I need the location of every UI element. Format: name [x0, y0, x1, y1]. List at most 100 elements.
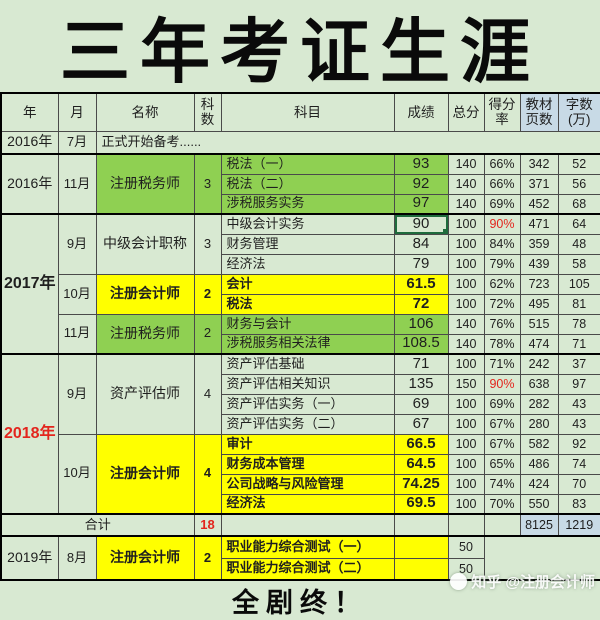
- pages-cell: 282: [519, 393, 559, 415]
- words-cell: 48: [557, 233, 600, 255]
- rate-cell: 90%: [483, 373, 521, 395]
- summary-words-cell: 1219: [557, 513, 600, 537]
- subject-cell: 中级会计实务: [220, 213, 395, 235]
- footer: 全剧终！ 知乎 @注册会计师: [0, 573, 600, 620]
- month-cell: 11月: [57, 153, 97, 215]
- subject-cell: 会计: [220, 273, 395, 295]
- total-cell: 100: [447, 413, 485, 435]
- total-cell: 100: [447, 273, 485, 295]
- pages-cell: 452: [519, 193, 559, 215]
- table-row: 资产评估实务（二） 67 100 67% 280 43: [1, 413, 600, 435]
- summary-count-cell: 18: [193, 513, 222, 537]
- cert-name-cell: 中级会计职称: [95, 213, 195, 275]
- year-cell: 2017年: [0, 213, 59, 355]
- words-cell: 92: [557, 433, 600, 455]
- score-cell: 79: [393, 253, 449, 275]
- score-cell: 69.5: [393, 493, 449, 515]
- pages-cell: 359: [519, 233, 559, 255]
- words-cell: 78: [557, 313, 600, 335]
- subject-cell: 财务管理: [220, 233, 395, 255]
- cert-name-cell: 注册会计师: [95, 433, 195, 515]
- month-cell: 10月: [57, 433, 97, 515]
- pages-cell: 723: [519, 273, 559, 295]
- pages-cell: 424: [519, 473, 559, 495]
- subject-cell: 经济法: [220, 493, 395, 515]
- total-cell: 140: [447, 153, 485, 175]
- rate-cell: 74%: [483, 473, 521, 495]
- table-row: 涉税服务相关法律 108.5 140 78% 474 71: [1, 333, 600, 355]
- total-cell: 100: [447, 393, 485, 415]
- rate-cell: 62%: [483, 273, 521, 295]
- pages-cell: 342: [519, 153, 559, 175]
- score-cell: 66.5: [393, 433, 449, 455]
- subject-cell: 职业能力综合测试（二）: [220, 557, 395, 581]
- subject-cell: 审计: [220, 433, 395, 455]
- empty-cell: [483, 513, 521, 537]
- subject-cell: 资产评估基础: [220, 353, 395, 375]
- pages-cell: 638: [519, 373, 559, 395]
- table-row: 资产评估相关知识 135 150 90% 638 97: [1, 373, 600, 395]
- month-cell: 8月: [57, 535, 97, 581]
- subject-cell: 公司战略与风险管理: [220, 473, 395, 495]
- table-row: 财务成本管理 64.5 100 65% 486 74: [1, 453, 600, 475]
- summary-row: 合计 18 8125 1219: [0, 513, 600, 537]
- words-cell: 58: [557, 253, 600, 275]
- rate-cell: 66%: [483, 153, 521, 175]
- col-header-name: 名称: [95, 92, 195, 132]
- score-cell: 108.5: [393, 333, 449, 355]
- score-cell: 74.25: [393, 473, 449, 495]
- end-text: 全剧终！: [232, 588, 368, 619]
- score-cell: [393, 535, 449, 559]
- table-row: 公司战略与风险管理 74.25 100 74% 424 70: [1, 473, 600, 495]
- col-header-total: 总分: [447, 92, 485, 132]
- total-cell: 100: [447, 233, 485, 255]
- note-cell: 正式开始备考......: [95, 130, 600, 155]
- table-row: 11月 注册税务师 2 财务与会计 106 140 76% 515 78: [1, 313, 600, 355]
- table-row: 涉税服务实务 97 140 69% 452 68: [1, 193, 600, 215]
- col-header-pages: 教材页数: [519, 92, 559, 132]
- subject-count-cell: 2: [193, 313, 222, 355]
- pages-cell: 486: [519, 453, 559, 475]
- exam-record-table: 年 月 名称 科数 科目 成绩 总分 得分率 教材页数 字数(万) 2016年 …: [0, 92, 600, 581]
- rate-cell: 90%: [483, 213, 521, 235]
- rate-cell: 65%: [483, 453, 521, 475]
- cert-name-cell: 注册税务师: [95, 313, 195, 355]
- total-cell: 100: [447, 213, 485, 235]
- words-cell: 83: [557, 493, 600, 515]
- rate-cell: 72%: [483, 293, 521, 315]
- pages-cell: 495: [519, 293, 559, 315]
- month-cell: 11月: [57, 313, 97, 355]
- rate-cell: 84%: [483, 233, 521, 255]
- score-cell: 92: [393, 173, 449, 195]
- rate-cell: 66%: [483, 173, 521, 195]
- score-cell: 135: [393, 373, 449, 395]
- year-cell: 2019年: [0, 535, 59, 581]
- score-cell: 97: [393, 193, 449, 215]
- words-cell: 37: [557, 353, 600, 375]
- words-cell: 43: [557, 413, 600, 435]
- cert-name-cell: 注册税务师: [95, 153, 195, 215]
- subject-cell: 资产评估相关知识: [220, 373, 395, 395]
- words-cell: 71: [557, 333, 600, 355]
- watermark: 知乎 @注册会计师: [450, 571, 595, 592]
- subject-count-cell: 4: [193, 433, 222, 515]
- score-cell: 93: [393, 153, 449, 175]
- total-cell: 140: [447, 193, 485, 215]
- subject-cell: 职业能力综合测试（一）: [220, 535, 395, 559]
- table-row: 2016年 7月 正式开始备考......: [0, 130, 600, 155]
- subject-cell: 税法: [220, 293, 395, 315]
- empty-cell: [483, 535, 600, 581]
- subject-count-cell: 3: [193, 213, 222, 275]
- table-row: 2019年 8月 注册会计师 2 职业能力综合测试（一） 50: [0, 535, 600, 581]
- total-cell: 140: [447, 173, 485, 195]
- total-cell: 100: [447, 253, 485, 275]
- pages-cell: 550: [519, 493, 559, 515]
- subject-count-cell: 4: [193, 353, 222, 435]
- selected-score-cell: 90: [393, 213, 449, 235]
- header-row: 年 月 名称 科数 科目 成绩 总分 得分率 教材页数 字数(万): [0, 92, 600, 132]
- rate-cell: 76%: [483, 313, 521, 335]
- words-cell: 97: [557, 373, 600, 395]
- month-cell: 7月: [57, 130, 97, 155]
- total-cell: 100: [447, 493, 485, 515]
- pages-cell: 582: [519, 433, 559, 455]
